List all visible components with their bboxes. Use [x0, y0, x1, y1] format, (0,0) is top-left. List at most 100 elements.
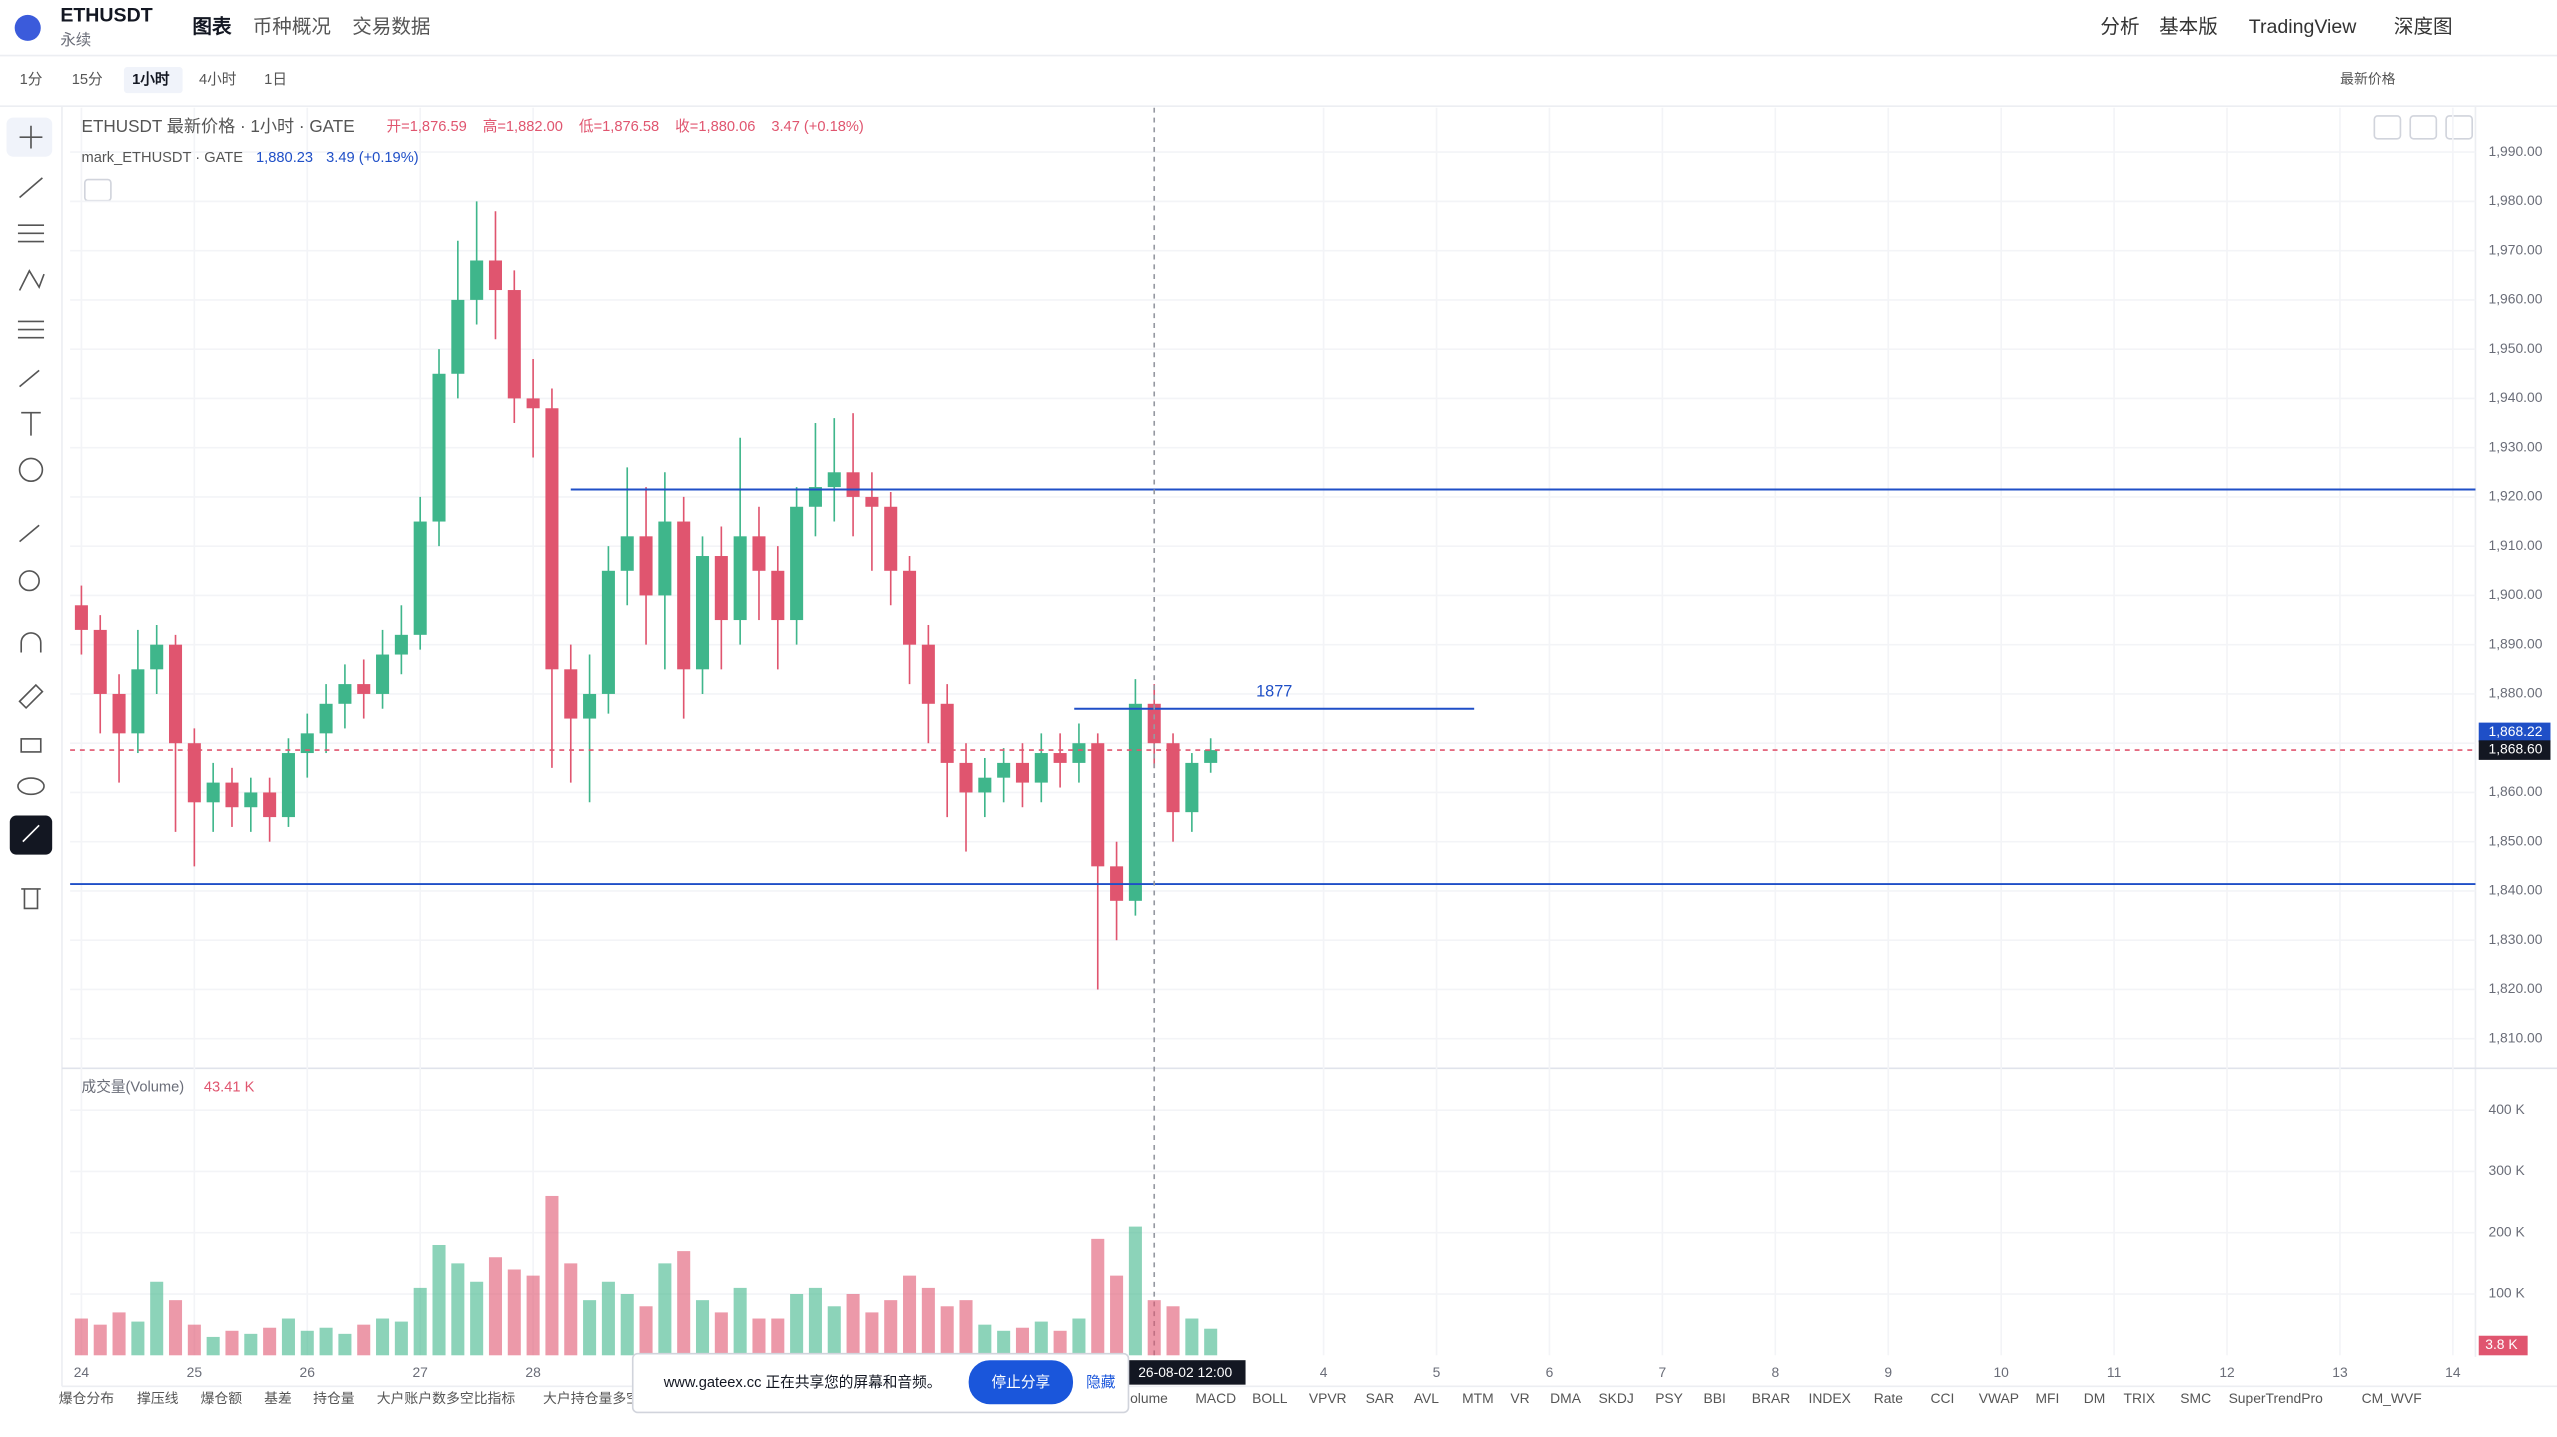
candle-body: [752, 536, 766, 571]
indicator[interactable]: 大户账户数多空比指标: [377, 1390, 516, 1406]
tool-icons: [17, 125, 45, 910]
indicator[interactable]: 撑压线: [137, 1390, 179, 1406]
chart-button[interactable]: [2373, 115, 2402, 140]
volume-bar: [677, 1251, 691, 1356]
indicator[interactable]: 基差: [264, 1390, 292, 1406]
indicator[interactable]: BOLL: [1252, 1390, 1288, 1406]
header-link[interactable]: 深度图: [2394, 16, 2453, 38]
volume-bar: [338, 1333, 352, 1356]
candle-body: [601, 570, 615, 694]
indicator[interactable]: CCI: [1930, 1390, 1954, 1406]
header-link[interactable]: TradingView: [2249, 16, 2357, 38]
volume-bar: [921, 1287, 935, 1356]
header-link[interactable]: 基本版: [2159, 16, 2218, 38]
indicator[interactable]: VR: [1510, 1390, 1529, 1406]
indicator[interactable]: DMA: [1550, 1390, 1582, 1406]
candle-body: [507, 290, 521, 399]
interval[interactable]: 1分: [20, 71, 43, 88]
y-tick-label: 1,930.00: [2489, 438, 2543, 454]
candle-body: [357, 684, 371, 694]
tab[interactable]: 币种概况: [253, 16, 331, 38]
chart-button[interactable]: [2409, 115, 2438, 140]
volume-bar: [1053, 1330, 1067, 1356]
candle-body: [940, 703, 954, 763]
indicator[interactable]: TRIX: [2124, 1390, 2156, 1406]
indicator[interactable]: AVL: [1414, 1390, 1439, 1406]
candle-body: [865, 496, 879, 507]
x-tick-label: 24: [74, 1364, 90, 1380]
volume-bar: [620, 1294, 634, 1356]
x-tick-label: 6: [1546, 1364, 1554, 1380]
indicator[interactable]: 爆仓额: [201, 1390, 243, 1406]
indicator[interactable]: VPVR: [1309, 1390, 1347, 1406]
hide-link[interactable]: 隐藏: [1086, 1374, 1116, 1391]
indicator[interactable]: SuperTrendPro: [2229, 1390, 2324, 1406]
indicator[interactable]: SAR: [1366, 1390, 1395, 1406]
legend-mark: mark_ETHUSDT · GATE: [82, 150, 244, 166]
tab[interactable]: 交易数据: [352, 16, 430, 38]
volume-bar: [771, 1318, 785, 1356]
indicator[interactable]: CM_WVF: [2362, 1390, 2422, 1406]
collapse-button[interactable]: [83, 178, 112, 202]
indicator[interactable]: SMC: [2180, 1390, 2211, 1406]
volume-bar: [1110, 1275, 1124, 1356]
tool-link[interactable]: [9, 815, 53, 855]
y-tick-label: 1,900.00: [2489, 586, 2543, 602]
candle-body: [545, 408, 559, 670]
price-label: 1,868.60: [2489, 741, 2543, 757]
stop-share-button[interactable]: [968, 1360, 1074, 1405]
y-tick-label: 1,940.00: [2489, 389, 2543, 405]
legend-ohlc: 3.47 (+0.18%): [771, 119, 863, 135]
indicator[interactable]: 爆仓分布: [59, 1390, 115, 1406]
link-icon: [22, 824, 40, 843]
candle-body: [263, 792, 277, 818]
indicator[interactable]: SKDJ: [1598, 1390, 1633, 1406]
indicator[interactable]: PSY: [1655, 1390, 1683, 1406]
candle-body: [997, 762, 1011, 778]
indicator[interactable]: MACD: [1195, 1390, 1236, 1406]
volume-bar: [488, 1257, 503, 1356]
x-tick-label: 7: [1659, 1364, 1667, 1380]
chart-button[interactable]: [2445, 115, 2474, 140]
indicator[interactable]: 持仓量: [313, 1390, 355, 1406]
price-mode[interactable]: 最新价格: [2340, 71, 2396, 87]
symbol[interactable]: ETHUSDT: [60, 5, 152, 27]
y-tick-label: 1,810.00: [2489, 1029, 2543, 1045]
indicator[interactable]: MTM: [1462, 1390, 1494, 1406]
y-tick-label: 100 K: [2489, 1285, 2526, 1301]
y-tick-label: 300 K: [2489, 1162, 2526, 1178]
header-link[interactable]: 分析: [2100, 16, 2139, 38]
interval[interactable]: 1日: [264, 72, 287, 88]
x-tick-label: 10: [1993, 1364, 2009, 1380]
candle-body: [413, 521, 427, 635]
indicator[interactable]: Rate: [1874, 1390, 1904, 1406]
candle-body: [903, 570, 917, 645]
x-tick-label: 13: [2332, 1364, 2348, 1380]
y-tick-label: 200 K: [2489, 1223, 2526, 1239]
volume-bar: [978, 1324, 992, 1356]
candle-body: [206, 782, 220, 803]
volume-bar: [959, 1300, 973, 1356]
indicator[interactable]: BRAR: [1752, 1390, 1791, 1406]
interval[interactable]: 15分: [72, 71, 103, 88]
x-tick-label: 9: [1884, 1364, 1892, 1380]
interval[interactable]: 4小时: [199, 71, 237, 88]
indicator[interactable]: INDEX: [1808, 1390, 1850, 1406]
y-tick-label: 1,990.00: [2489, 143, 2543, 159]
indicator[interactable]: DM: [2084, 1390, 2106, 1406]
indicator[interactable]: VWAP: [1979, 1390, 2019, 1406]
indicator[interactable]: BBI: [1703, 1390, 1725, 1406]
stop-share-label[interactable]: 停止分享: [992, 1374, 1051, 1391]
volume-bar: [1147, 1300, 1161, 1356]
indicator[interactable]: MFI: [2035, 1390, 2059, 1406]
legend-ohlc: 高=1,882.00: [483, 118, 563, 135]
volume-bar: [507, 1269, 521, 1356]
indicator[interactable]: olume: [1130, 1390, 1168, 1406]
candle-body: [1147, 703, 1161, 744]
candle-body: [376, 654, 390, 694]
interval[interactable]: 1小时: [132, 71, 170, 88]
tab[interactable]: 图表: [192, 15, 232, 38]
indicator[interactable]: 大户持仓量多空比: [543, 1390, 654, 1406]
